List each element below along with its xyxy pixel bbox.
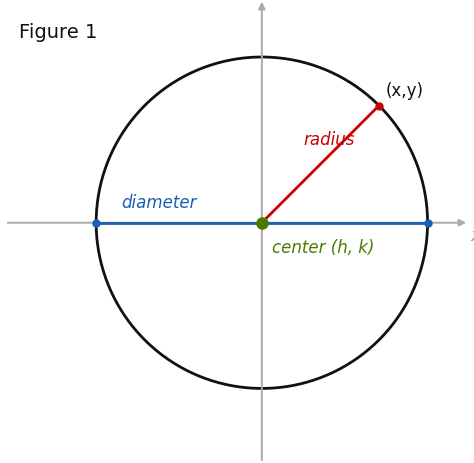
- Text: Figure 1: Figure 1: [19, 23, 97, 42]
- Text: (x,y): (x,y): [386, 82, 424, 100]
- Text: radius: radius: [303, 130, 355, 148]
- Text: diameter: diameter: [121, 194, 197, 212]
- Text: center (h, k): center (h, k): [272, 238, 374, 256]
- Text: x: x: [471, 226, 474, 244]
